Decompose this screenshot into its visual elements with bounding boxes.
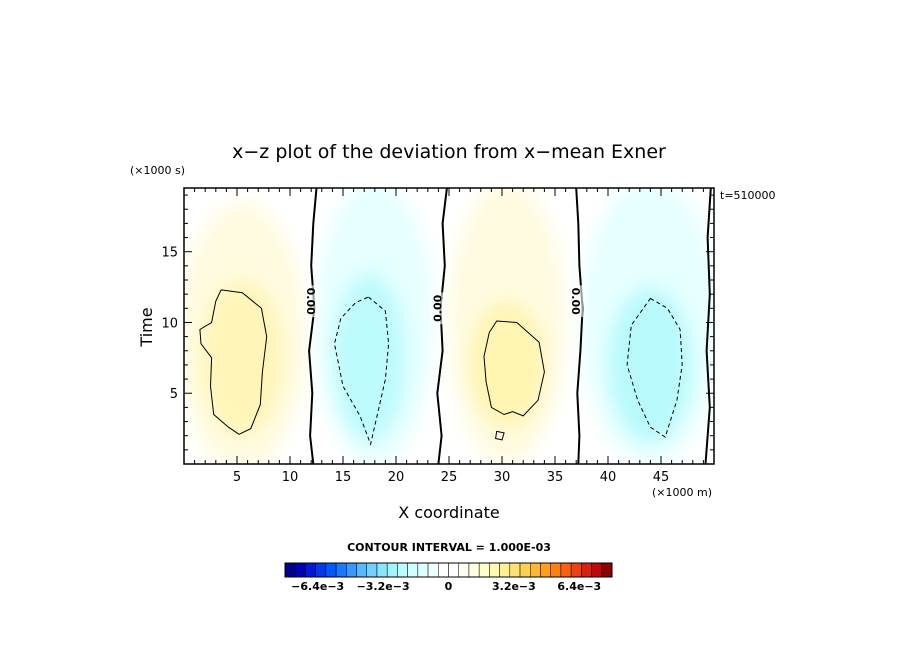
- colorbar-swatch: [335, 562, 347, 578]
- colorbar-swatch: [294, 562, 306, 578]
- colorbar-swatch: [550, 562, 562, 578]
- positive-contour: [495, 430, 505, 441]
- colorbar-swatch: [448, 562, 459, 578]
- colorbar: −6.4e−3 −3.2e−3 0 3.2e−3 6.4e−3: [284, 562, 613, 593]
- field-blob: [199, 280, 285, 436]
- colorbar-tick-label: 6.4e−3: [557, 580, 601, 593]
- contour-label-bg: [569, 285, 584, 318]
- field-blob: [469, 301, 546, 429]
- x-tick-label: 20: [388, 470, 405, 485]
- negative-contour: [333, 296, 390, 446]
- x-tick-label: 25: [441, 470, 458, 485]
- contour-lines: 0.00 0.00 0.00: [199, 188, 712, 464]
- x-tick-label: 5: [233, 470, 241, 485]
- contour-label: 0.00: [569, 288, 582, 315]
- colorbar-swatch: [540, 562, 551, 578]
- x-tick-label: 35: [547, 470, 564, 485]
- contour-label: 0.00: [304, 288, 317, 315]
- colorbar-swatch: [376, 562, 388, 578]
- y-tick-label: 15: [161, 246, 178, 261]
- colorbar-tick-label: −6.4e−3: [291, 580, 344, 593]
- y-tick-label: 5: [170, 387, 178, 402]
- colorbar-swatch: [346, 562, 357, 578]
- x-tick-label: 30: [494, 470, 511, 485]
- colorbar-swatch: [284, 562, 296, 578]
- x-tick-label: 10: [282, 470, 299, 485]
- colorbar-swatch: [356, 562, 367, 578]
- colorbar-swatch: [427, 562, 439, 578]
- x-axis-title: X coordinate: [398, 503, 499, 522]
- colorbar-swatch: [489, 562, 500, 578]
- contour-label-bg: [304, 285, 319, 318]
- negative-contour: [626, 297, 683, 438]
- colorbar-swatch: [519, 562, 531, 578]
- field-shading: [184, 188, 714, 464]
- zero-contour: [436, 188, 448, 464]
- colorbar-tick-label: 0: [445, 580, 453, 593]
- colorbar-swatch: [468, 562, 480, 578]
- colorbar-swatch: [325, 562, 337, 578]
- colorbar-swatch: [407, 562, 419, 578]
- positive-contour: [483, 320, 545, 417]
- axis-ticks: 5 10 15 20 25 30 35 40 45 5 10 15: [161, 188, 714, 485]
- zero-contour: [575, 188, 584, 464]
- colorbar-swatch: [366, 562, 378, 578]
- colorbar-swatch: [305, 562, 316, 578]
- time-label: t=510000: [720, 189, 776, 202]
- chart-title: x−z plot of the deviation from x−mean Ex…: [232, 141, 666, 163]
- colorbar-swatch: [581, 562, 592, 578]
- y-axis-title: Time: [137, 307, 156, 347]
- x-unit-label: (×1000 m): [652, 486, 712, 499]
- colorbar-swatch: [530, 562, 541, 578]
- colorbar-swatch: [601, 562, 613, 578]
- x-tick-label: 45: [653, 470, 670, 485]
- y-unit-label: (×1000 s): [130, 164, 185, 177]
- colorbar-swatch: [591, 562, 603, 578]
- zero-contour: [308, 188, 318, 464]
- colorbar-swatch: [315, 562, 327, 578]
- colorbar-swatch: [386, 562, 398, 578]
- colorbar-swatch: [478, 562, 490, 578]
- contour-label: 0.00: [431, 294, 444, 321]
- x-tick-label: 15: [335, 470, 352, 485]
- contour-label-bg: [430, 292, 445, 325]
- colorbar-tick-label: −3.2e−3: [357, 580, 410, 593]
- positive-contour: [199, 289, 268, 435]
- colorbar-swatch: [499, 562, 511, 578]
- colorbar-swatch: [417, 562, 429, 578]
- colorbar-swatch: [560, 562, 572, 578]
- y-tick-label: 10: [161, 316, 178, 331]
- field-blob: [608, 287, 693, 443]
- contour-interval-text: CONTOUR INTERVAL = 1.000E-03: [347, 541, 551, 554]
- colorbar-swatch: [509, 562, 521, 578]
- x-tick-label: 40: [600, 470, 617, 485]
- colorbar-swatch: [570, 562, 582, 578]
- colorbar-frame: [284, 562, 613, 578]
- colorbar-tick-label: 3.2e−3: [492, 580, 536, 593]
- colorbar-swatch: [397, 562, 408, 578]
- colorbar-swatch: [458, 562, 470, 578]
- colorbar-swatch: [438, 562, 449, 578]
